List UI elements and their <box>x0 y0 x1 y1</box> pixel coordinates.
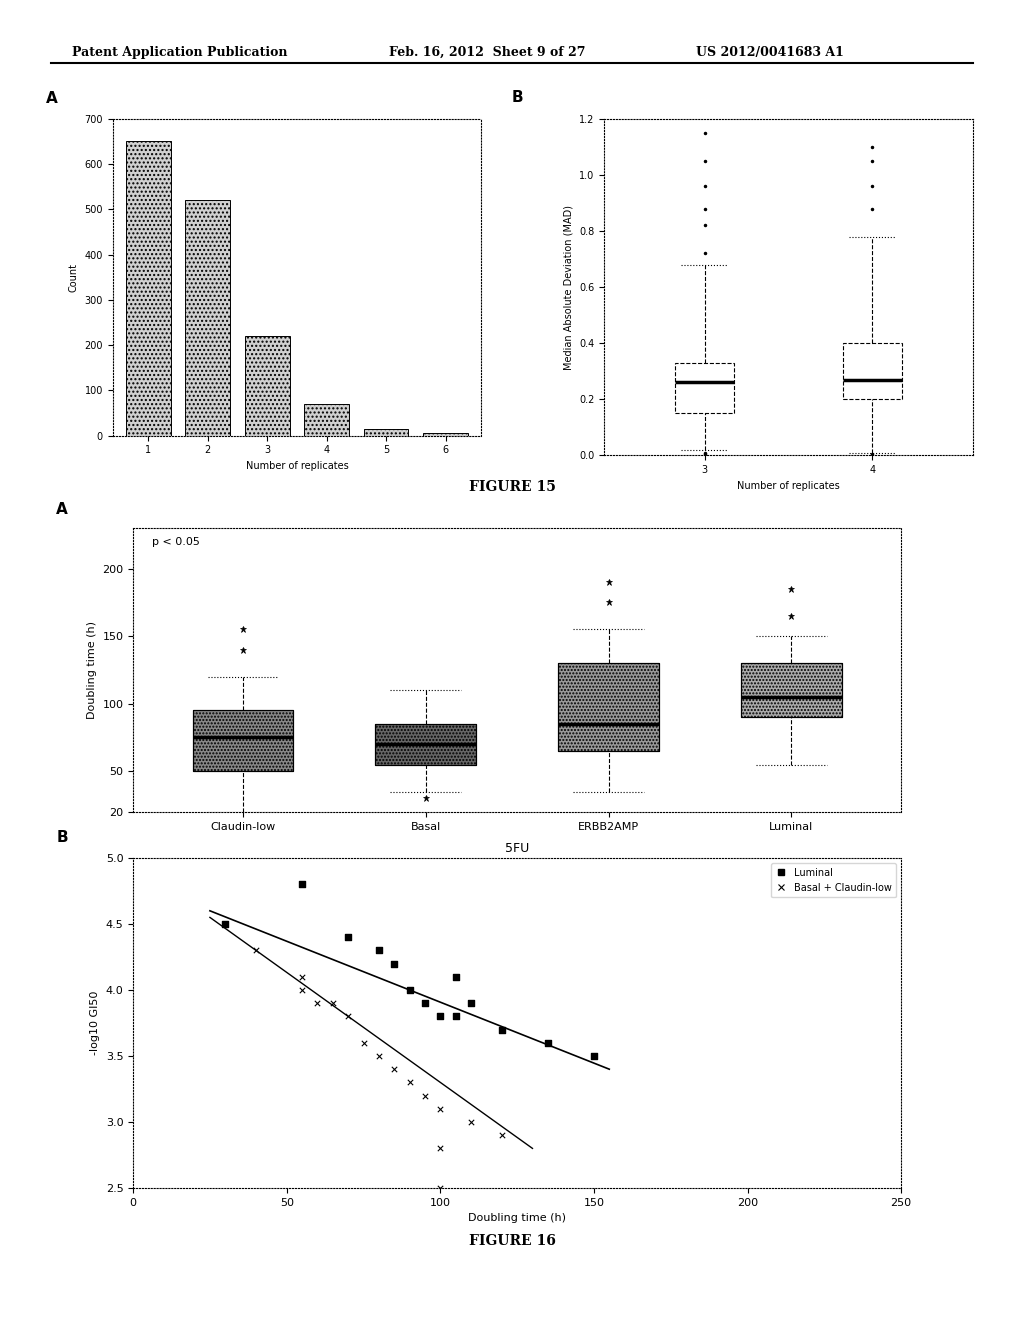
Basal + Claudin-low <box>371 1045 387 1067</box>
Basal + Claudin-low <box>432 1098 449 1119</box>
Basal + Claudin-low <box>325 993 341 1014</box>
Luminal <box>586 1045 602 1067</box>
Luminal <box>417 993 433 1014</box>
Luminal <box>447 966 464 987</box>
Bar <box>376 723 476 764</box>
Luminal <box>340 927 356 948</box>
Basal + Claudin-low <box>294 966 310 987</box>
X-axis label: Doubling time (h): Doubling time (h) <box>468 1213 566 1224</box>
Luminal <box>294 874 310 895</box>
Text: A: A <box>46 91 58 106</box>
Text: FIGURE 15: FIGURE 15 <box>469 480 555 495</box>
Basal + Claudin-low <box>463 1111 479 1133</box>
Y-axis label: Doubling time (h): Doubling time (h) <box>87 620 96 719</box>
Bar <box>558 663 658 751</box>
Text: B: B <box>512 90 523 106</box>
Title: 5FU: 5FU <box>505 842 529 855</box>
Basal + Claudin-low <box>494 1125 510 1146</box>
Y-axis label: Count: Count <box>69 263 79 292</box>
Bar <box>193 710 293 771</box>
Luminal <box>217 913 233 935</box>
Luminal <box>540 1032 556 1053</box>
Basal + Claudin-low <box>217 913 233 935</box>
Basal + Claudin-low <box>401 1072 418 1093</box>
Text: US 2012/0041683 A1: US 2012/0041683 A1 <box>696 46 844 59</box>
Luminal <box>432 1006 449 1027</box>
X-axis label: Number of replicates: Number of replicates <box>246 461 348 471</box>
Basal + Claudin-low <box>432 1177 449 1199</box>
Bar <box>376 723 476 764</box>
Bar <box>423 433 468 436</box>
Text: A: A <box>56 502 68 517</box>
Basal + Claudin-low <box>309 993 326 1014</box>
Bar <box>364 429 409 436</box>
Luminal <box>371 940 387 961</box>
Bar <box>304 404 349 436</box>
Basal + Claudin-low <box>432 1138 449 1159</box>
Bar <box>558 663 658 751</box>
Basal + Claudin-low <box>355 1032 372 1053</box>
Basal + Claudin-low <box>417 1085 433 1106</box>
Bar <box>245 337 290 436</box>
Text: p < 0.05: p < 0.05 <box>153 536 201 546</box>
Luminal <box>463 993 479 1014</box>
Y-axis label: Median Absolute Deviation (MAD): Median Absolute Deviation (MAD) <box>563 205 573 370</box>
X-axis label: Number of replicates: Number of replicates <box>737 480 840 491</box>
Text: FIGURE 16: FIGURE 16 <box>469 1234 555 1249</box>
Luminal <box>494 1019 510 1040</box>
Luminal <box>447 1006 464 1027</box>
Basal + Claudin-low <box>248 940 264 961</box>
Luminal <box>386 953 402 974</box>
Bar <box>676 363 734 413</box>
Basal + Claudin-low <box>386 1059 402 1080</box>
Bar <box>185 201 230 436</box>
Y-axis label: -log10 GI50: -log10 GI50 <box>90 991 100 1055</box>
Bar <box>741 663 842 717</box>
Bar <box>193 710 293 771</box>
Text: Patent Application Publication: Patent Application Publication <box>72 46 287 59</box>
Bar <box>126 141 171 436</box>
Bar <box>843 343 901 399</box>
Luminal <box>401 979 418 1001</box>
Text: B: B <box>56 829 68 845</box>
Legend: Luminal, Basal + Claudin-low: Luminal, Basal + Claudin-low <box>771 863 896 898</box>
Basal + Claudin-low <box>294 979 310 1001</box>
Basal + Claudin-low <box>340 1006 356 1027</box>
Bar <box>741 663 842 717</box>
Text: Feb. 16, 2012  Sheet 9 of 27: Feb. 16, 2012 Sheet 9 of 27 <box>389 46 586 59</box>
